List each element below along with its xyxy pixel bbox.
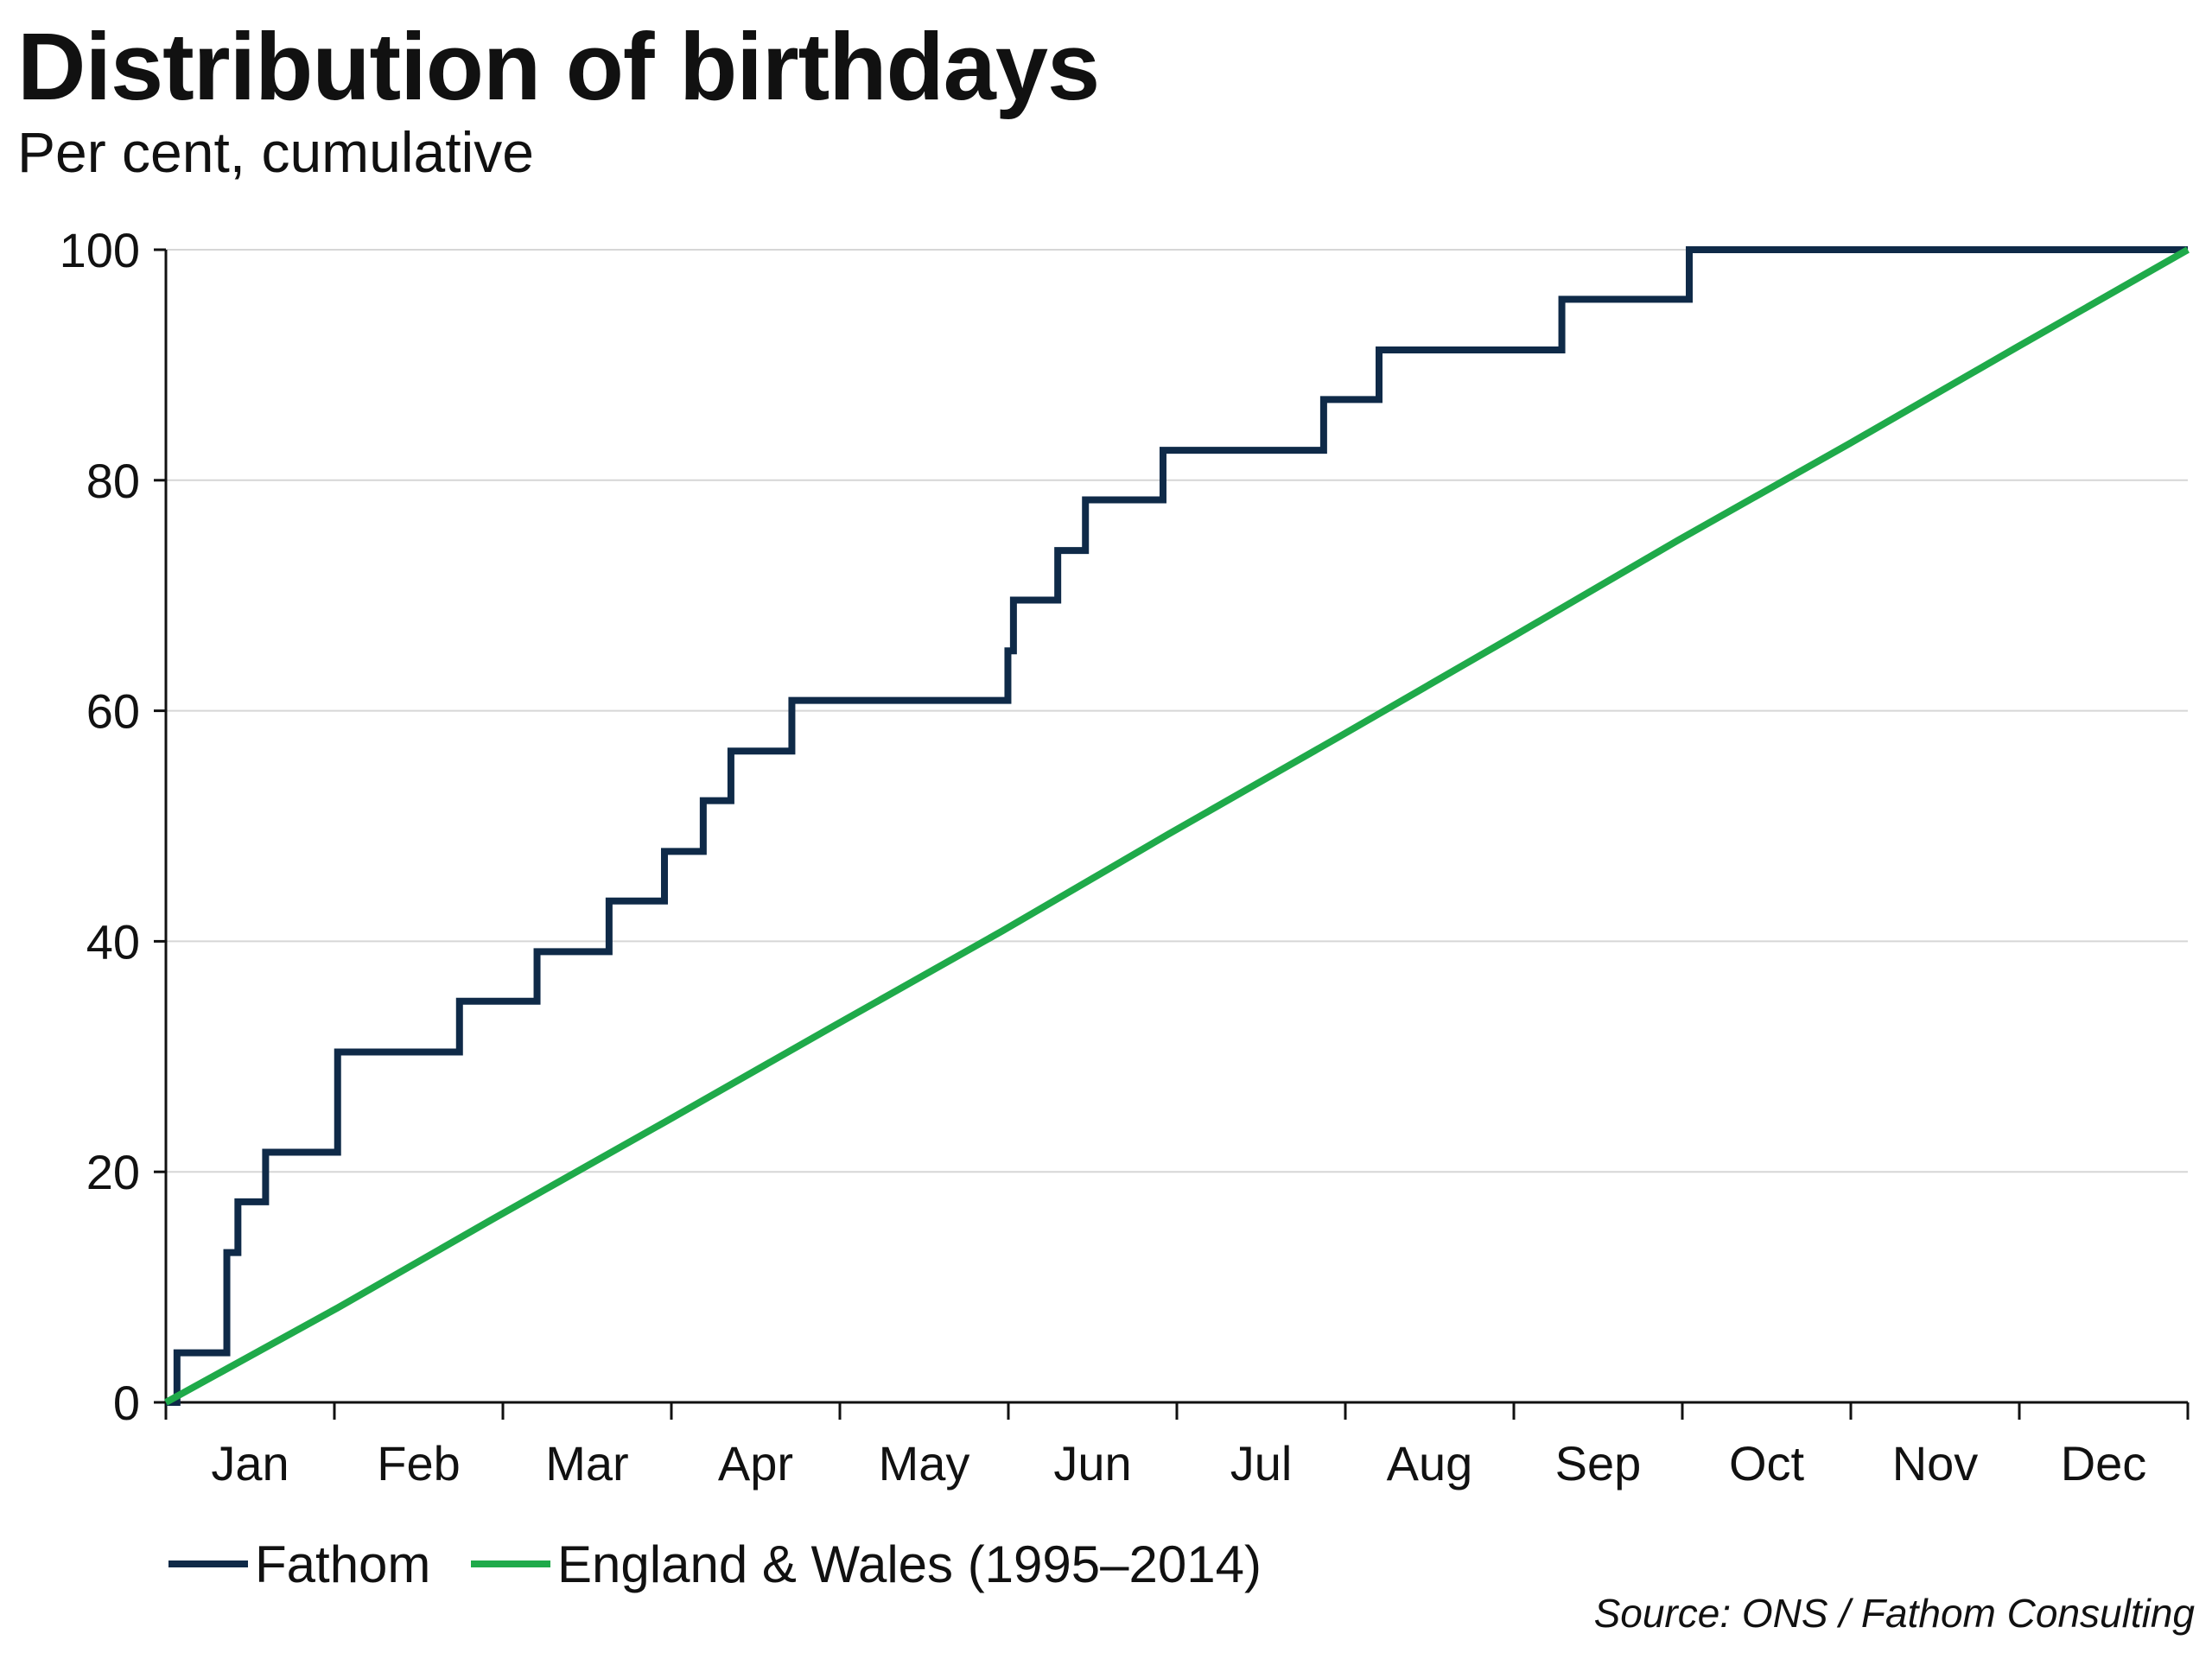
- y-tick-label: 20: [86, 1145, 140, 1199]
- x-tick-label: Jul: [1230, 1436, 1293, 1491]
- x-tick-label: Dec: [2061, 1436, 2147, 1491]
- series-line-1: [166, 246, 2188, 1406]
- y-tick-label: 0: [113, 1376, 140, 1430]
- series-line-2: [164, 246, 2190, 1406]
- x-tick-label: Mar: [545, 1436, 628, 1491]
- x-tick-label: May: [879, 1436, 970, 1491]
- x-tick-label: Oct: [1729, 1436, 1805, 1491]
- y-tick-label: 60: [86, 684, 140, 739]
- x-tick-label: Nov: [1892, 1436, 1979, 1491]
- chart-subtitle: Per cent, cumulative: [17, 120, 534, 184]
- legend-label: Fathom: [255, 1535, 430, 1593]
- chart-title: Distribution of birthdays: [17, 14, 1100, 120]
- x-tick-label: Feb: [377, 1436, 461, 1491]
- y-tick-label: 100: [60, 223, 140, 277]
- axes: 0 20 40 60 80 100 Jan Feb Mar Apr May Jun Jul Aug Sep O…: [60, 223, 2190, 1491]
- y-tick-label: 80: [86, 454, 140, 508]
- legend-label: England & Wales (1995–2014): [557, 1535, 1262, 1593]
- x-tick-label: Aug: [1387, 1436, 1473, 1491]
- y-tick-label: 40: [86, 914, 140, 969]
- legend: Fathom England & Wales (1995–2014): [168, 1535, 1262, 1593]
- source-note: Source: ONS / Fathom Consulting: [1593, 1591, 2195, 1636]
- x-tick-label: Jun: [1053, 1436, 1131, 1491]
- x-tick-label: Apr: [718, 1436, 793, 1491]
- series-lines: [164, 246, 2190, 1406]
- grid-lines: [166, 249, 2188, 1173]
- x-tick-label: Sep: [1555, 1436, 1642, 1491]
- x-tick-label: Jan: [211, 1436, 289, 1491]
